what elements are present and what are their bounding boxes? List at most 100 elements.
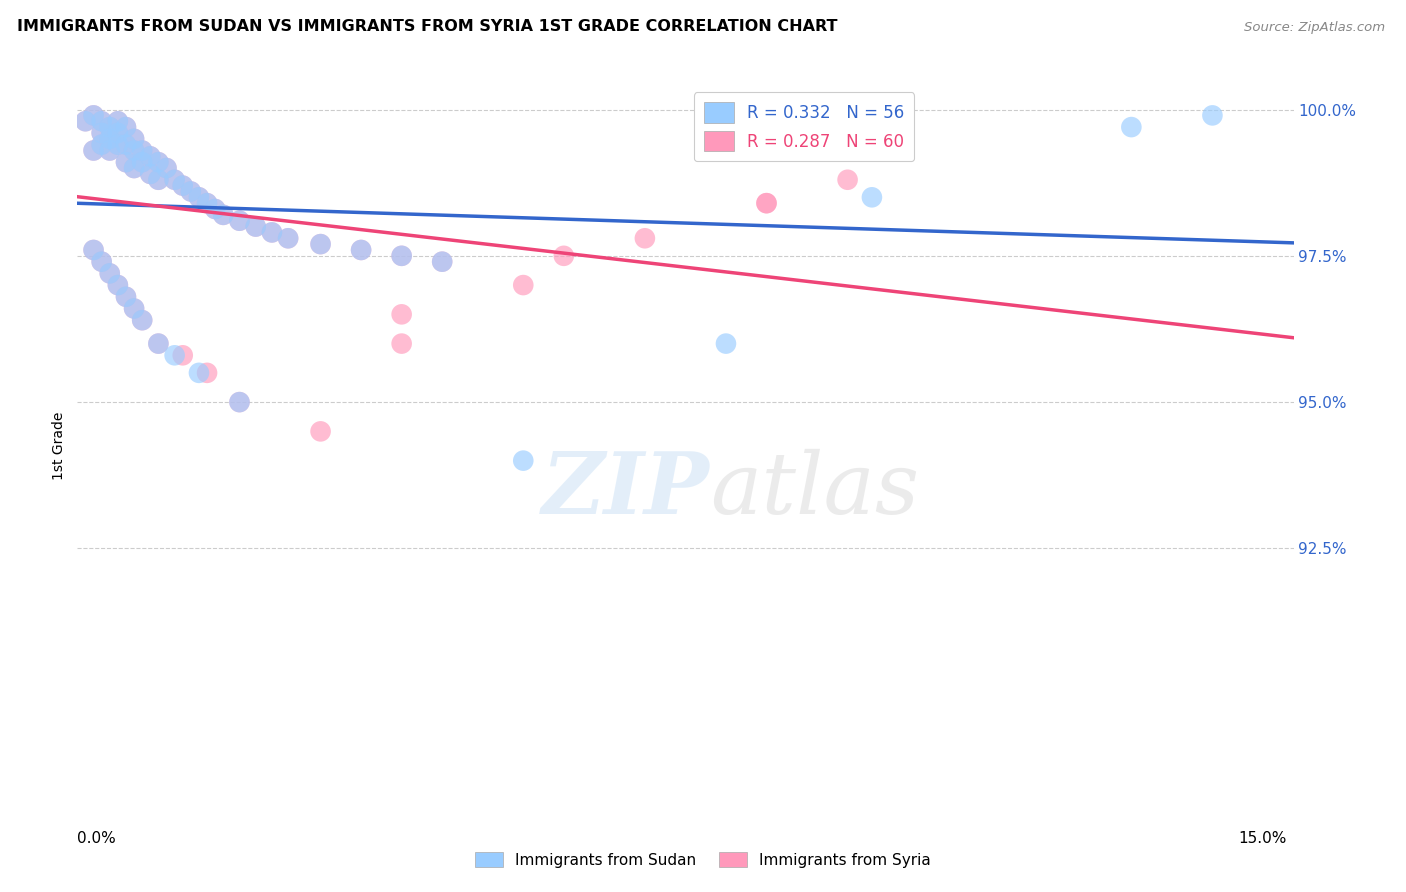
Point bbox=[350, 243, 373, 257]
Point bbox=[163, 173, 186, 187]
Point bbox=[90, 137, 112, 152]
Point bbox=[115, 120, 138, 134]
Point bbox=[90, 126, 112, 140]
Point bbox=[131, 313, 153, 327]
Point bbox=[122, 132, 145, 146]
Point bbox=[98, 144, 121, 158]
Point bbox=[432, 254, 454, 268]
Point bbox=[115, 137, 138, 152]
Point bbox=[228, 213, 250, 227]
Point bbox=[131, 144, 153, 158]
Point bbox=[131, 155, 153, 169]
Point bbox=[309, 425, 332, 439]
Point bbox=[228, 213, 250, 227]
Point bbox=[139, 149, 162, 163]
Point bbox=[122, 144, 145, 158]
Point bbox=[139, 167, 162, 181]
Point bbox=[122, 132, 145, 146]
Point bbox=[90, 114, 112, 128]
Point bbox=[148, 155, 170, 169]
Point bbox=[228, 395, 250, 409]
Point bbox=[98, 266, 121, 280]
Point bbox=[122, 301, 145, 316]
Point bbox=[172, 178, 194, 193]
Point bbox=[391, 336, 413, 351]
Point bbox=[131, 144, 153, 158]
Point bbox=[245, 219, 267, 234]
Point bbox=[277, 231, 299, 245]
Point bbox=[277, 231, 299, 245]
Text: IMMIGRANTS FROM SUDAN VS IMMIGRANTS FROM SYRIA 1ST GRADE CORRELATION CHART: IMMIGRANTS FROM SUDAN VS IMMIGRANTS FROM… bbox=[17, 20, 838, 34]
Text: atlas: atlas bbox=[710, 449, 920, 532]
Point bbox=[139, 167, 162, 181]
Point bbox=[172, 348, 194, 362]
Point bbox=[122, 161, 145, 175]
Point bbox=[98, 266, 121, 280]
Point bbox=[131, 313, 153, 327]
Point bbox=[122, 161, 145, 175]
Point bbox=[115, 155, 138, 169]
Text: 0.0%: 0.0% bbox=[77, 831, 117, 846]
Point bbox=[309, 237, 332, 252]
Point bbox=[195, 196, 218, 211]
Point bbox=[432, 254, 454, 268]
Point bbox=[115, 120, 138, 134]
Point bbox=[115, 155, 138, 169]
Point bbox=[107, 114, 129, 128]
Point bbox=[204, 202, 226, 216]
Point bbox=[634, 231, 657, 245]
Point bbox=[260, 226, 283, 240]
Point bbox=[148, 173, 170, 187]
Point bbox=[188, 190, 211, 204]
Point bbox=[83, 108, 105, 122]
Point bbox=[391, 249, 413, 263]
Point bbox=[714, 336, 737, 351]
Point bbox=[90, 137, 112, 152]
Point bbox=[228, 395, 250, 409]
Point bbox=[260, 226, 283, 240]
Point bbox=[309, 237, 332, 252]
Point bbox=[83, 144, 105, 158]
Point bbox=[212, 208, 235, 222]
Point bbox=[98, 132, 121, 146]
Point bbox=[90, 254, 112, 268]
Point bbox=[1121, 120, 1143, 134]
Point bbox=[245, 219, 267, 234]
Point bbox=[148, 336, 170, 351]
Point bbox=[512, 278, 534, 293]
Point bbox=[115, 137, 138, 152]
Point bbox=[98, 120, 121, 134]
Point bbox=[188, 190, 211, 204]
Point bbox=[755, 196, 778, 211]
Point bbox=[75, 114, 97, 128]
Point bbox=[107, 278, 129, 293]
Text: Source: ZipAtlas.com: Source: ZipAtlas.com bbox=[1244, 21, 1385, 34]
Point bbox=[90, 114, 112, 128]
Point bbox=[83, 243, 105, 257]
Point bbox=[155, 161, 177, 175]
Point bbox=[350, 243, 373, 257]
Point bbox=[512, 453, 534, 467]
Point bbox=[204, 202, 226, 216]
Point bbox=[148, 155, 170, 169]
Point bbox=[115, 290, 138, 304]
Point bbox=[83, 108, 105, 122]
Legend: R = 0.332   N = 56, R = 0.287   N = 60: R = 0.332 N = 56, R = 0.287 N = 60 bbox=[693, 92, 914, 161]
Point bbox=[172, 178, 194, 193]
Point bbox=[131, 155, 153, 169]
Point bbox=[107, 126, 129, 140]
Point bbox=[139, 149, 162, 163]
Point bbox=[107, 137, 129, 152]
Point bbox=[212, 208, 235, 222]
Point bbox=[1201, 108, 1223, 122]
Point bbox=[180, 185, 202, 199]
Point bbox=[155, 161, 177, 175]
Point bbox=[115, 290, 138, 304]
Point bbox=[837, 173, 859, 187]
Point bbox=[148, 173, 170, 187]
Text: 15.0%: 15.0% bbox=[1239, 831, 1286, 846]
Point bbox=[122, 301, 145, 316]
Y-axis label: 1st Grade: 1st Grade bbox=[52, 412, 66, 480]
Point bbox=[860, 190, 883, 204]
Point bbox=[163, 173, 186, 187]
